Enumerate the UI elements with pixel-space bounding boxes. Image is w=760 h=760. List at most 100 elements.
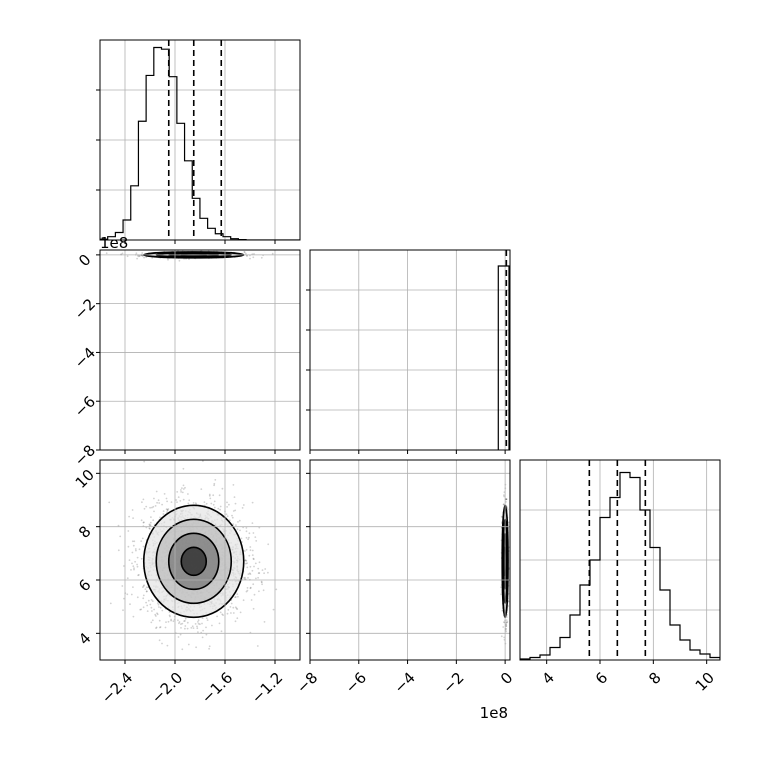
- scatter-p0-p2-point: [179, 633, 182, 636]
- scatter-p0-p1-point: [136, 257, 139, 260]
- scatter-p1-p2-point: [503, 621, 505, 623]
- scatter-p0-p2-point: [142, 597, 145, 600]
- scatter-p0-p2-point: [148, 524, 151, 527]
- histogram-panel-param1: [306, 249, 511, 454]
- scatter-panel-param1-param2: −8 −6 −4 −2 0 1e8: [293, 459, 516, 722]
- scatter-p0-p2-point: [247, 538, 250, 541]
- scatter-p0-p2-point: [142, 498, 145, 501]
- scatter-p1-p2-point: [506, 621, 509, 623]
- scatter-p0-p2-point: [242, 504, 245, 506]
- scatter-p0-p2-point: [151, 619, 154, 622]
- scatter-p0-p2-point: [136, 596, 139, 599]
- scatter-p0-p2-point: [166, 508, 169, 511]
- scatter-p0-p2-point: [258, 561, 261, 564]
- scatter-p0-p2-point: [143, 460, 146, 463]
- histogram-panel-param0: [96, 39, 301, 244]
- scatter-p0-p2-point: [165, 508, 168, 510]
- scatter-panel-param0-param2: −2.4 −2.0 −1.6 −1.2 4 6 8 10: [72, 459, 301, 707]
- scatter-p0-p2-point: [131, 562, 133, 565]
- scatter-p0-p2-point: [258, 590, 260, 593]
- scatter-p1-p2-xtick-label: −8: [293, 669, 321, 697]
- scatter-p0-p1-point: [143, 256, 146, 259]
- scatter-p0-p2-point: [142, 586, 144, 589]
- scatter-p0-p2-point: [251, 522, 254, 524]
- scatter-p0-p2-point: [231, 514, 233, 517]
- scatter-p0-p1-point: [252, 256, 255, 259]
- scatter-p0-p2-point: [182, 498, 185, 501]
- scatter-p0-p2-point: [245, 527, 248, 529]
- scatter-p0-p2-point: [218, 494, 221, 497]
- scatter-p0-p2-point: [178, 621, 181, 623]
- scatter-p0-p1-point: [151, 257, 154, 259]
- scatter-p0-p1-ytick-label: −4: [71, 344, 99, 372]
- scatter-p0-p2-point: [205, 502, 208, 505]
- hist-p2-step: [520, 471, 720, 660]
- scatter-p0-p2-point: [123, 565, 125, 567]
- scatter-p0-p2-point: [255, 540, 258, 542]
- scatter-p1-p2-point: [505, 621, 508, 624]
- scatter-p0-p2-point: [249, 573, 252, 575]
- scatter-p0-p2-density: [142, 504, 245, 619]
- scatter-p0-p2-contour: [167, 532, 220, 591]
- scatter-p0-p2-point: [155, 490, 158, 493]
- scatter-p0-p2-point: [123, 597, 125, 600]
- scatter-p0-p2-point: [232, 510, 235, 512]
- scatter-p0-p2-point: [159, 606, 162, 609]
- scatter-p0-p2-point: [145, 586, 148, 589]
- scatter-p0-p2-point: [239, 529, 241, 532]
- scatter-p0-p2-point: [187, 493, 189, 495]
- scatter-p0-p2-point: [251, 501, 254, 504]
- scatter-p0-p2-point: [272, 608, 275, 611]
- scatter-p0-p2-point: [226, 515, 229, 518]
- scatter-p1-p2-point: [502, 626, 505, 628]
- scatter-p0-p2-point: [197, 619, 200, 622]
- scatter-p0-p2-density-level: [181, 547, 207, 576]
- scatter-p0-p1-frame: [99, 249, 301, 451]
- scatter-p0-p2-point: [233, 496, 236, 498]
- scatter-p0-p2-point: [166, 509, 169, 512]
- scatter-p0-p2-point: [244, 559, 247, 562]
- scatter-p0-p2-point: [161, 642, 163, 645]
- scatter-p0-p2-point: [140, 557, 143, 560]
- scatter-p0-p2-point: [219, 505, 222, 508]
- scatter-p0-p2-point: [209, 497, 212, 500]
- scatter-p0-p2-point: [248, 536, 250, 539]
- scatter-p0-p2-point: [246, 589, 249, 592]
- scatter-p0-p2-point: [142, 585, 145, 587]
- scatter-p0-p2-point: [241, 507, 244, 509]
- scatter-p0-p2-point: [225, 513, 228, 516]
- scatter-p0-p2-point: [117, 524, 120, 527]
- scatter-p0-p2-point: [237, 595, 239, 598]
- scatter-p0-p1-point: [135, 252, 138, 255]
- scatter-p1-p2-point: [505, 619, 508, 621]
- scatter-p0-p1-point: [249, 257, 251, 260]
- scatter-p0-p2-point: [156, 612, 158, 615]
- scatter-p0-p1-point: [178, 259, 181, 262]
- scatter-p0-p2-contour: [142, 504, 245, 619]
- scatter-p0-p2-point: [138, 548, 141, 551]
- scatter-p0-p1-y-offset-label: 1e8: [100, 234, 128, 252]
- scatter-p0-p2-point: [150, 606, 153, 609]
- scatter-p0-p2-point: [153, 510, 155, 513]
- scatter-p0-p2-point: [121, 585, 124, 587]
- scatter-p0-p2-point: [162, 513, 165, 515]
- scatter-p0-p2-point: [199, 623, 201, 626]
- scatter-p0-p2-point: [131, 509, 134, 511]
- scatter-p1-p2-point: [503, 495, 505, 498]
- scatter-p0-p2-point: [145, 505, 148, 508]
- scatter-p0-p2-point: [249, 546, 252, 548]
- scatter-p0-p2-point: [131, 540, 134, 543]
- scatter-p0-p2-point: [154, 613, 157, 616]
- scatter-p0-p2-point: [126, 577, 129, 580]
- scatter-p0-p2-point: [161, 503, 164, 506]
- scatter-p0-p2-point: [234, 509, 237, 512]
- scatter-p0-p2-point: [128, 515, 131, 518]
- scatter-p0-p2-point: [212, 494, 215, 497]
- scatter-p0-p2-point: [180, 491, 183, 493]
- scatter-p0-p2-point: [136, 556, 139, 559]
- scatter-p0-p2-point: [130, 569, 132, 571]
- scatter-p0-p2-point: [158, 606, 160, 608]
- scatter-p0-p2-point: [251, 549, 254, 552]
- scatter-p0-p2-point: [153, 608, 156, 611]
